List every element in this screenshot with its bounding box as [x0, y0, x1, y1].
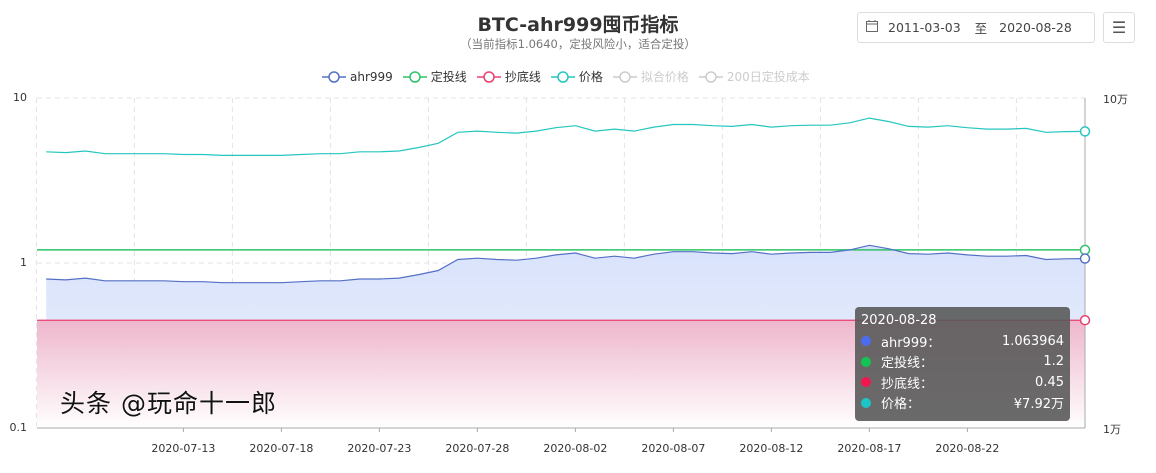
date-range-picker[interactable]: 2011-03-03 至 2020-08-28 [857, 12, 1095, 43]
series-dot-icon [861, 356, 871, 367]
date-to[interactable]: 2020-08-28 [999, 20, 1072, 35]
date-from[interactable]: 2011-03-03 [888, 20, 961, 35]
calendar-icon [866, 20, 878, 35]
legend-item[interactable]: 200日定投成本 [698, 68, 810, 85]
hamburger-menu-icon: ☰ [1111, 18, 1127, 37]
left-y-tick-label: 1 [20, 256, 27, 269]
x-tick-label: 2020-07-18 [249, 442, 314, 455]
invest-line-endpoint-marker [1079, 244, 1091, 256]
series-dot-icon [861, 336, 871, 347]
legend-label: 200日定投成本 [726, 70, 810, 84]
chart-title: BTC-ahr999囤币指标 [477, 14, 679, 36]
tooltip-row: 定投线： 1.2 [861, 352, 1064, 373]
x-tick-label: 2020-08-22 [935, 442, 1000, 455]
tooltip-row: ahr999： 1.063964 [861, 331, 1064, 352]
tooltip-row: 价格： ¥7.92万 [861, 393, 1064, 414]
x-tick-label: 2020-08-02 [543, 442, 608, 455]
right-y-tick-label: 1万 [1103, 423, 1121, 436]
legend-item[interactable]: 定投线 [402, 68, 467, 85]
right-y-tick-label: 10万 [1103, 93, 1128, 106]
legend-item[interactable]: 抄底线 [476, 68, 541, 85]
legend-marker-icon [476, 70, 501, 83]
series-dot-icon [861, 397, 871, 408]
tooltip-series-value: 1.2 [1043, 354, 1064, 370]
x-tick-label: 2020-08-07 [641, 442, 706, 455]
series-dot-icon [861, 377, 871, 388]
tooltip-series-name: 价格： [881, 397, 921, 413]
tooltip: 2020-08-28 ahr999： 1.063964 定投线： 1.2 抄底线： 0.4… [855, 307, 1070, 421]
x-tick-label: 2020-07-23 [347, 442, 412, 455]
legend-marker-icon [402, 70, 427, 83]
x-tick-label: 2020-07-13 [151, 442, 216, 455]
legend-item[interactable]: ahr999 [322, 68, 393, 85]
date-separator: 至 [974, 21, 988, 36]
tooltip-series-name: ahr999： [881, 335, 941, 351]
tooltip-series-value: ¥7.92万 [1013, 397, 1064, 413]
tooltip-series-value: 0.45 [1035, 374, 1064, 390]
legend-item[interactable]: 价格 [550, 68, 603, 85]
legend-item[interactable]: 拟合价格 [612, 68, 689, 85]
bottom-line-endpoint-marker [1079, 314, 1091, 326]
chart-subtitle: （当前指标1.0640，定投风险小，适合定投） [460, 37, 696, 51]
left-y-tick-label: 0.1 [9, 421, 28, 434]
legend-marker-icon [322, 70, 346, 83]
legend-label: ahr999 [350, 69, 393, 84]
legend-label: 抄底线 [504, 70, 541, 84]
tooltip-series-name: 抄底线： [881, 376, 934, 392]
price-endpoint-marker [1079, 126, 1091, 137]
x-tick-label: 2020-07-28 [445, 442, 510, 455]
price-line [46, 117, 1086, 156]
menu-button[interactable]: ☰ [1103, 12, 1135, 43]
legend-marker-icon [698, 70, 723, 83]
legend-label: 定投线 [430, 70, 467, 84]
ahr999-line [46, 244, 1086, 284]
tooltip-row: 抄底线： 0.45 [861, 372, 1064, 393]
legend-label: 拟合价格 [640, 70, 689, 84]
tooltip-date: 2020-08-28 [861, 313, 937, 328]
ahr999-endpoint-marker [1079, 253, 1091, 264]
legend-label: 价格 [578, 70, 603, 84]
x-tick-label: 2020-08-17 [837, 442, 902, 455]
watermark: 头条 @玩命十一郎 [60, 389, 277, 418]
legend-marker-icon [612, 70, 637, 83]
legend: ahr999 定投线 抄底线 价格 拟合价格 200日定投成本 [322, 68, 820, 85]
tooltip-series-name: 定投线： [881, 356, 934, 372]
tooltip-series-value: 1.063964 [1001, 333, 1064, 349]
legend-marker-icon [550, 70, 575, 83]
x-tick-label: 2020-08-12 [739, 442, 804, 455]
left-y-tick-label: 10 [13, 91, 27, 104]
